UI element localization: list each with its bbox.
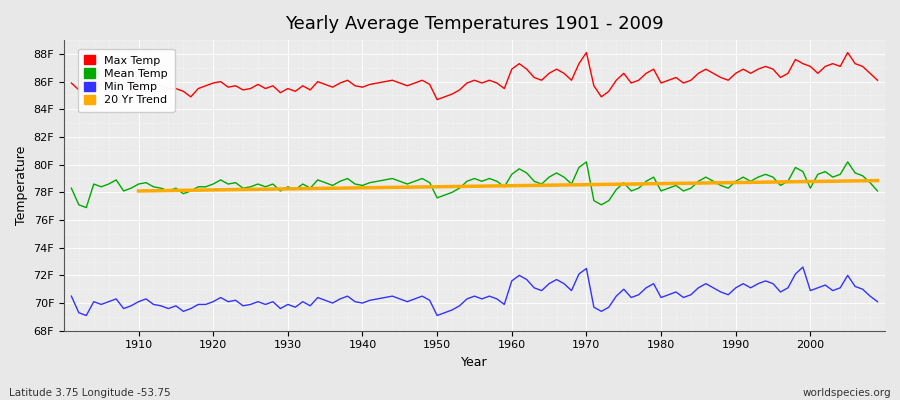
Text: worldspecies.org: worldspecies.org [803, 388, 891, 398]
X-axis label: Year: Year [461, 356, 488, 369]
Title: Yearly Average Temperatures 1901 - 2009: Yearly Average Temperatures 1901 - 2009 [285, 15, 664, 33]
Y-axis label: Temperature: Temperature [15, 146, 28, 225]
Legend: Max Temp, Mean Temp, Min Temp, 20 Yr Trend: Max Temp, Mean Temp, Min Temp, 20 Yr Tre… [77, 48, 175, 112]
Text: Latitude 3.75 Longitude -53.75: Latitude 3.75 Longitude -53.75 [9, 388, 171, 398]
